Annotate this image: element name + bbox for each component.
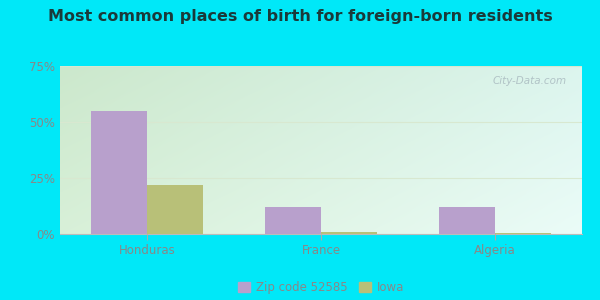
Text: City-Data.com: City-Data.com: [492, 76, 566, 86]
Legend: Zip code 52585, Iowa: Zip code 52585, Iowa: [233, 276, 409, 299]
Bar: [439, 207, 495, 234]
Bar: [147, 185, 203, 234]
Bar: [265, 207, 321, 234]
Text: Most common places of birth for foreign-born residents: Most common places of birth for foreign-…: [47, 9, 553, 24]
Bar: [495, 233, 551, 234]
Bar: [91, 111, 147, 234]
Bar: [321, 232, 377, 234]
